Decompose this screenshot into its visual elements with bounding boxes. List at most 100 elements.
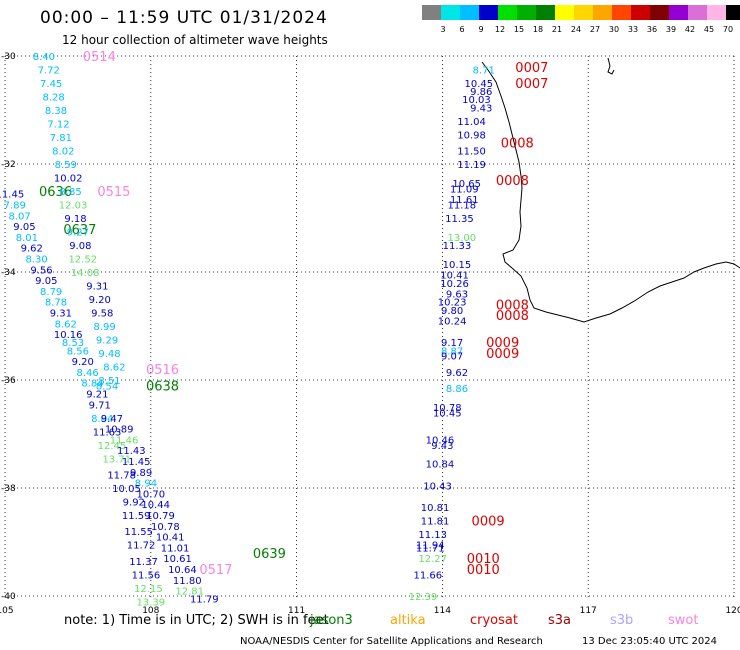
wave-height-value: 10.45 — [433, 408, 462, 419]
colorbar-swatch — [517, 5, 536, 20]
page-title: 00:00 – 11:59 UTC 01/31/2024 — [40, 8, 328, 28]
latitude-label: -34 — [1, 268, 16, 278]
wave-height-value: 10.78 — [151, 522, 180, 533]
wave-height-value: 11.81 — [421, 516, 450, 527]
wave-height-value: 10.79 — [146, 511, 175, 522]
wave-height-value: 10.02 — [54, 174, 83, 185]
track-time-label: 0516 — [146, 363, 179, 378]
wave-height-value: 11.55 — [124, 527, 153, 538]
wave-height-value: 12.52 — [68, 255, 97, 266]
track-time-label: 0010 — [467, 563, 500, 578]
wave-height-value: 9.63 — [446, 290, 468, 301]
wave-height-value: 11.79 — [190, 595, 219, 606]
wave-height-value: 13.71 — [102, 454, 131, 465]
wave-height-value: 13.39 — [136, 597, 165, 608]
wave-height-value: 8.07 — [8, 211, 30, 222]
wave-height-value: 9.56 — [30, 265, 52, 276]
colorbar-label: 27 — [590, 25, 600, 34]
wave-height-value: 10.84 — [426, 460, 455, 471]
wave-height-value: 12.15 — [134, 584, 163, 595]
colorbar-swatch — [460, 5, 479, 20]
track-time-label: 0009 — [472, 514, 505, 529]
wave-height-value: 8.86 — [446, 384, 468, 395]
colorbar-swatch — [612, 5, 631, 20]
wave-height-value: 8.56 — [67, 346, 89, 357]
wave-height-value: 9.18 — [64, 214, 86, 225]
wave-height-value: 11.66 — [413, 570, 442, 581]
wave-height-value: 10.05 — [112, 484, 141, 495]
wave-height-value: 11.09 — [450, 184, 479, 195]
track-time-label: 0009 — [486, 336, 519, 351]
track-time-label: 0009 — [486, 347, 519, 362]
wave-height-value: 10.64 — [168, 565, 197, 576]
wave-height-value: 8.85 — [59, 187, 81, 198]
wave-height-value: 10.23 — [438, 298, 467, 309]
wave-height-value: 8.30 — [25, 255, 47, 266]
wave-height-value: 9.31 — [86, 282, 108, 293]
wave-height-value: 8.59 — [55, 160, 77, 171]
satellite-legend-item: swot — [668, 613, 699, 628]
wave-height-value: 7.12 — [47, 120, 69, 131]
wave-height-value: 9.31 — [50, 309, 72, 320]
wave-height-value: 10.43 — [423, 481, 452, 492]
wave-height-values: 8.40 7.72 7.45 8.28 8.38 7.12 7.81 8.02 8.59 10.0… — [0, 52, 495, 608]
satellite-legend-item: altika — [390, 613, 426, 628]
wave-height-value: 7.81 — [50, 133, 72, 144]
wave-height-value: 11.46 — [110, 435, 139, 446]
colorbar-label: 39 — [666, 25, 676, 34]
wave-height-value: 10.65 — [452, 179, 481, 190]
wave-height-value: 8.54 — [96, 381, 118, 392]
wave-height-value: 10.89 — [105, 425, 134, 436]
coastline — [481, 57, 740, 323]
footer-note: note: 1) Time is in UTC; 2) SWH is in fe… — [64, 613, 329, 628]
track-time-label: 0008 — [496, 298, 529, 313]
wave-height-value: 10.41 — [156, 533, 185, 544]
colorbar-label: 42 — [685, 25, 695, 34]
track-time-label: 0008 — [501, 136, 534, 151]
wave-height-value: 11.72 — [127, 541, 156, 552]
wave-height-value: 11.33 — [443, 241, 472, 252]
wave-height-value: 8.79 — [40, 287, 62, 298]
wave-height-value: 10.81 — [421, 503, 450, 514]
axis-tick-labels: -30 -32 -34 -36 -38 -40 105 108 111 114 117 120 — [0, 52, 740, 616]
wave-height-value: 9.89 — [130, 468, 152, 479]
wave-height-value: 11.63 — [93, 427, 122, 438]
wave-height-value: 9.80 — [441, 306, 463, 317]
colorbar-label: 6 — [459, 25, 464, 34]
wave-height-value: 9.43 — [470, 103, 492, 114]
wave-height-value: 9.92 — [123, 498, 145, 509]
track-time-label: 0639 — [253, 547, 286, 562]
wave-height-value: 11.04 — [457, 117, 486, 128]
wave-height-value: 12.03 — [59, 201, 88, 212]
wave-height-value: 11.35 — [445, 214, 474, 225]
wave-height-value: 8.38 — [45, 106, 67, 117]
wave-height-value: 10.24 — [438, 317, 467, 328]
australia-coastline — [481, 61, 740, 323]
wave-height-value: 11.19 — [457, 160, 486, 171]
colorbar-label: 3 — [440, 25, 445, 34]
track-time-label: 0514 — [83, 50, 116, 65]
wave-height-value: 11.94 — [416, 541, 445, 552]
wave-height-value: 8.78 — [45, 298, 67, 309]
colorbar-swatch — [726, 5, 740, 20]
wave-height-value: 13.00 — [448, 233, 477, 244]
wave-height-value: 9.05 — [13, 222, 35, 233]
wave-height-value: 8.46 — [76, 368, 98, 379]
page-subtitle: 12 hour collection of altimeter wave hei… — [62, 33, 328, 47]
wave-height-value: 8.71 — [473, 66, 495, 77]
wave-height-value: 8.01 — [16, 233, 38, 244]
satellite-legend-item: jason3 — [310, 613, 353, 628]
wave-height-value: 9.20 — [89, 295, 111, 306]
colorbar-swatch — [593, 5, 612, 20]
wave-height-value: 8.94 — [135, 479, 157, 490]
wave-height-value: 11.43 — [117, 446, 146, 457]
wave-height-value: 8.84 — [81, 379, 103, 390]
longitude-label: 120 — [725, 606, 740, 616]
wave-height-value: 10.26 — [440, 279, 469, 290]
wave-height-value: 9.08 — [69, 241, 91, 252]
colorbar-label: 21 — [552, 25, 562, 34]
wave-height-value: 10.44 — [141, 500, 170, 511]
colorbar-label: 9 — [478, 25, 483, 34]
colorbar-swatch — [669, 5, 688, 20]
